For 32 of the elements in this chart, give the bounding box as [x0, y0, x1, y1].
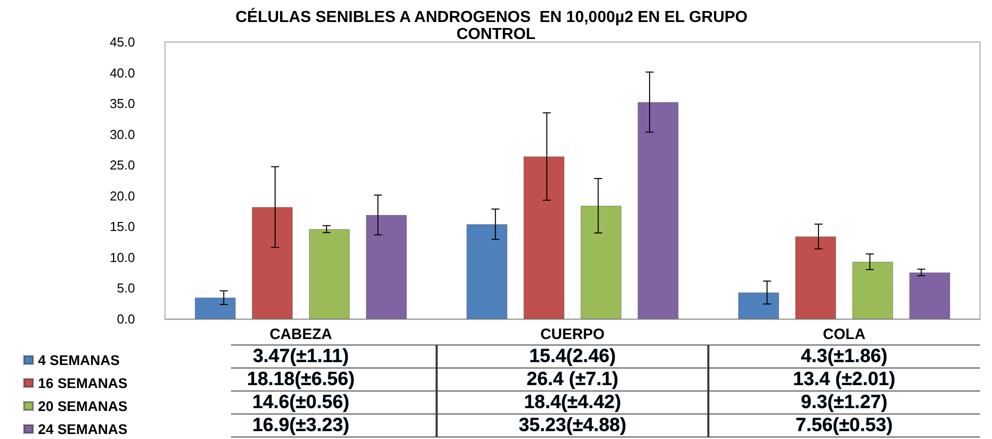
data-label: 13.4 (±2.01) [793, 369, 896, 390]
x-tick-label: CUERPO [540, 326, 605, 343]
legend-label: 20 SEMANAS [38, 398, 128, 414]
data-label: 16.9(±3.23) [252, 415, 350, 436]
y-tick-label: 20.0 [110, 188, 135, 204]
y-tick-label: 30.0 [110, 126, 135, 142]
legend-label: 4 SEMANAS [38, 352, 120, 368]
x-tick-label: CABEZA [270, 326, 332, 343]
data-label: 4.3(±1.86) [800, 346, 888, 367]
data-label: 3.47(±1.11) [252, 346, 349, 367]
data-label: 35.23(±4.88) [518, 415, 626, 436]
bar [308, 229, 350, 319]
x-tick-label: COLA [822, 326, 866, 343]
data-label: 18.4(±4.42) [524, 392, 622, 413]
data-label: 14.6(±0.56) [252, 392, 350, 413]
legend-label: 16 SEMANAS [38, 375, 128, 391]
bar [909, 272, 950, 319]
data-label: 18.18(±6.56) [247, 369, 355, 390]
y-tick-label: 5.0 [116, 280, 135, 296]
data-label: 15.4(2.46) [529, 346, 616, 367]
y-tick-label: 10.0 [110, 250, 135, 265]
y-tick-label: 45.0 [110, 34, 135, 50]
legend-label: 24 SEMANAS [38, 421, 128, 437]
data-label: 7.56(±0.53) [796, 415, 893, 436]
y-tick-label: 35.0 [110, 96, 135, 112]
y-tick-label: 0.0 [116, 312, 135, 326]
y-tick-label: 40.0 [110, 65, 135, 80]
y-tick-label: 25.0 [110, 158, 135, 173]
data-label: 26.4 (±7.1) [526, 369, 618, 390]
y-tick-label: 15.0 [110, 219, 135, 234]
chart-title: CÉLULAS SENIBLES A ANDROGENOS EN 10,000µ2 EN EL GRUPO CONTROL [235, 7, 757, 43]
data-label: 9.3(±1.27) [800, 392, 888, 413]
